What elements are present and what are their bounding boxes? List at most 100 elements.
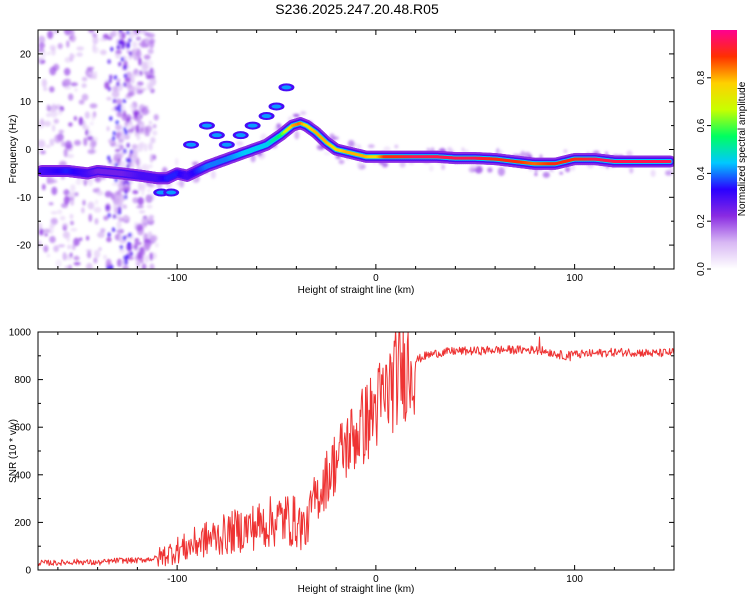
noise-speck (127, 85, 136, 94)
noise-speck (120, 56, 125, 62)
noise-speck (87, 177, 94, 187)
noise-speck (94, 199, 99, 205)
noise-speck (107, 213, 111, 218)
noise-speck (78, 116, 84, 126)
noise-speck (116, 228, 124, 234)
noise-speck (145, 194, 153, 204)
noise-speck (128, 158, 132, 164)
noise-speck (117, 107, 122, 113)
noise-speck (60, 215, 66, 221)
noise-speck (381, 161, 389, 168)
noise-speck (67, 244, 71, 250)
noise-speck (149, 153, 154, 163)
snr-y-axis-label: SNR (10 * v/v) (8, 419, 19, 483)
noise-speck (75, 179, 82, 185)
noise-speck (665, 170, 673, 176)
noise-speck (151, 79, 155, 85)
noise-speck (107, 232, 111, 238)
noise-speck (129, 30, 136, 39)
noise-speck (82, 125, 90, 131)
noise-speck (114, 162, 118, 168)
noise-speck (147, 231, 153, 238)
noise-speck (136, 251, 143, 259)
noise-speck (142, 182, 145, 192)
figure-title: S236.2025.247.20.48.R05 (275, 1, 439, 17)
noise-speck (38, 57, 43, 63)
noise-speck (41, 78, 48, 88)
noise-speck (43, 120, 52, 127)
noise-speck (141, 106, 149, 116)
noise-speck (91, 112, 95, 121)
noise-speck (47, 30, 54, 39)
noise-speck (70, 82, 78, 87)
spec-x-tick-label: -100 (167, 273, 187, 284)
noise-speck (149, 40, 155, 49)
noise-speck (117, 103, 122, 109)
noise-speck (111, 30, 117, 37)
noise-speck (487, 167, 493, 173)
noise-speck (542, 171, 550, 178)
noise-speck (122, 82, 127, 87)
noise-speck (54, 134, 62, 144)
noise-speck (108, 159, 112, 164)
noise-speck (70, 53, 76, 59)
noise-speck (62, 231, 70, 239)
noise-speck (103, 254, 107, 260)
noise-speck (78, 99, 85, 105)
noise-speck (106, 126, 110, 132)
colorbar-tick-label: 0.2 (696, 214, 707, 228)
noise-speck (153, 114, 159, 121)
noise-speck (112, 214, 117, 219)
noise-speck (470, 162, 478, 169)
noise-speck (134, 238, 140, 243)
noise-speck (50, 110, 58, 118)
noise-speck (86, 250, 92, 259)
noise-speck (108, 78, 112, 84)
noise-speck (135, 124, 140, 133)
noise-speck (118, 61, 122, 67)
noise-speck (49, 86, 55, 93)
noise-speck (210, 170, 216, 179)
noise-speck (82, 199, 86, 206)
noise-speck (53, 118, 59, 124)
noise-speck (86, 262, 93, 269)
noise-speck (147, 48, 154, 55)
noise-speck (111, 136, 116, 141)
noise-speck (88, 213, 93, 222)
noise-speck (144, 128, 149, 137)
noise-speck (73, 262, 81, 266)
noise-speck (125, 254, 130, 260)
noise-speck (89, 140, 96, 149)
noise-speck (111, 90, 120, 98)
noise-speck (133, 111, 138, 118)
noise-speck (148, 120, 152, 125)
noise-speck (125, 124, 133, 129)
noise-speck (100, 49, 107, 55)
noise-speck (112, 130, 117, 136)
noise-speck (74, 257, 80, 261)
noise-speck (86, 66, 95, 70)
noise-speck (126, 163, 130, 169)
noise-speck (323, 151, 331, 156)
noise-speck (106, 96, 112, 101)
noise-speck (293, 114, 300, 118)
noise-speck (114, 106, 119, 111)
noise-speck (135, 224, 144, 232)
noise-speck (134, 241, 142, 246)
noise-speck (127, 128, 134, 133)
noise-speck (294, 130, 300, 140)
noise-speck (137, 158, 142, 166)
noise-speck (367, 144, 375, 149)
noise-speck (126, 43, 130, 49)
noise-speck (131, 144, 138, 150)
noise-speck (39, 150, 46, 155)
noise-speck (41, 183, 46, 191)
noise-speck (56, 104, 61, 108)
noise-speck (138, 70, 143, 76)
noise-speck (426, 147, 431, 152)
noise-speck (121, 31, 126, 40)
noise-speck (114, 177, 118, 183)
noise-speck (120, 151, 124, 158)
noise-speck (38, 139, 46, 149)
